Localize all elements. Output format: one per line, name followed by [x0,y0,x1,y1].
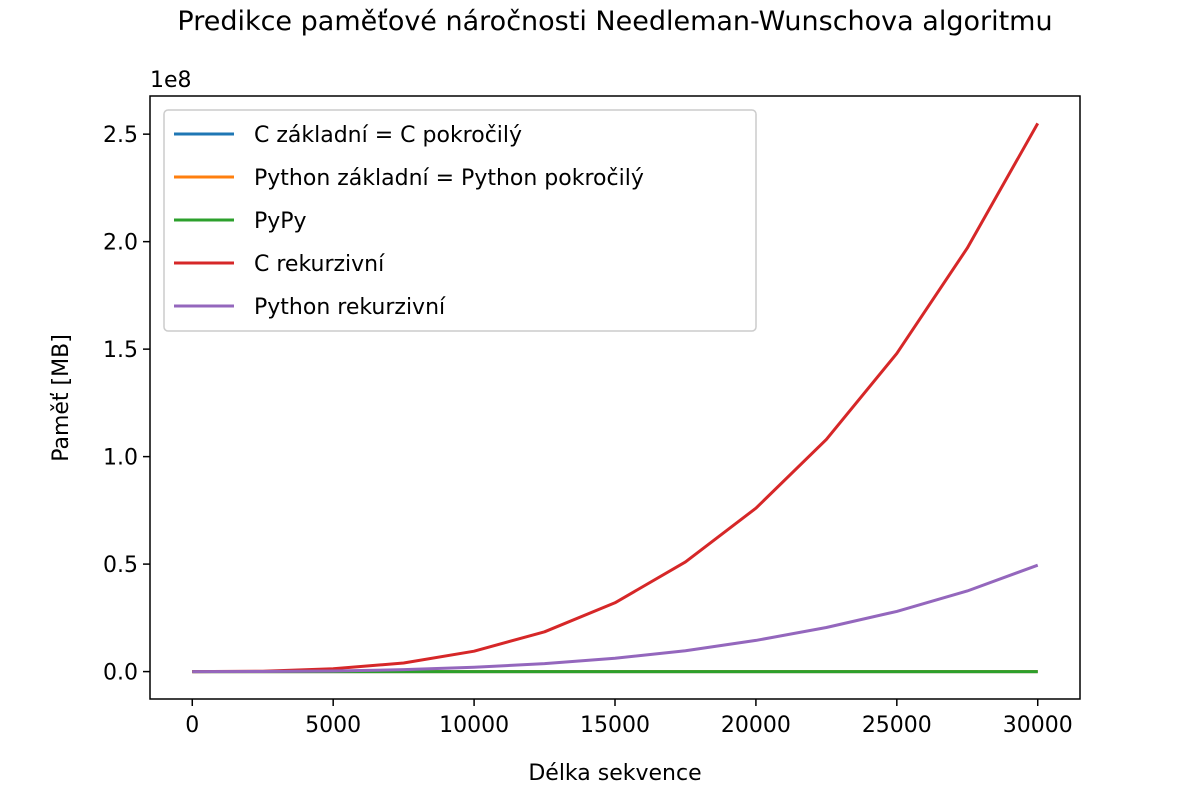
x-axis-label: Délka sekvence [528,761,701,786]
legend-label-c-rekurzivni: C rekurzivní [254,252,385,277]
legend-entries: C základní = C pokročilý Python základní … [174,123,644,320]
x-tick-label: 15000 [580,713,650,738]
y-axis-ticks: 0.0 0.5 1.0 1.5 2.0 2.5 [103,123,150,686]
legend-box [163,109,757,332]
legend: C základní = C pokročilý Python základní … [163,109,757,332]
y-tick-label: 2.5 [103,123,138,148]
x-tick-label: 5000 [305,713,361,738]
x-axis-ticks: 0 5000 10000 15000 20000 25000 30000 [185,699,1073,738]
x-tick-label: 30000 [1003,713,1073,738]
y-tick-label: 0.5 [103,553,138,578]
x-tick-label: 25000 [862,713,932,738]
series-layer [192,122,1040,674]
legend-label-python-zakladni-python-pokrocily: Python základní = Python pokročilý [254,166,644,191]
series-line-c-rekurzivni [192,122,1040,674]
series-line-python-rekurzivni [192,563,1039,674]
legend-label-python-rekurzivni: Python rekurzivní [254,295,446,320]
x-tick-label: 10000 [439,713,509,738]
chart-title: Predikce paměťové náročnosti Needleman-W… [177,6,1052,37]
y-tick-label: 1.5 [103,338,138,363]
x-tick-label: 20000 [721,713,791,738]
y-tick-label: 2.0 [103,231,138,256]
legend-label-pypy: PyPy [254,209,307,234]
y-tick-label: 1.0 [103,446,138,471]
x-tick-label: 0 [185,713,199,738]
y-axis-offset-label: 1e8 [150,68,192,93]
y-axis-label: Paměť [MB] [49,334,74,462]
legend-label-c-zakladni-c-pokrocily: C základní = C pokročilý [254,123,522,148]
y-tick-label: 0.0 [103,661,138,686]
